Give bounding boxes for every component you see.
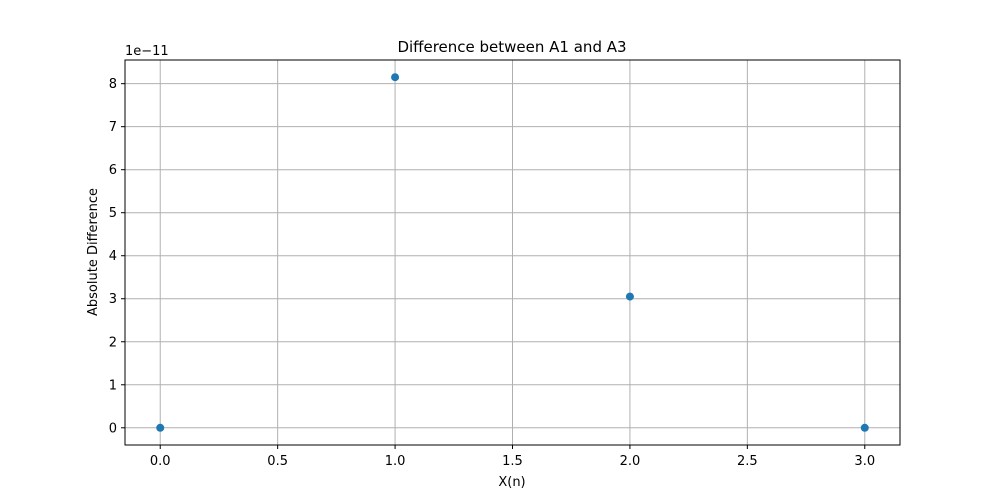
- data-point: [156, 423, 165, 432]
- data-points: [156, 73, 869, 432]
- y-axis-ticks: 0 1 2 3 4 5 6 7 8: [109, 77, 125, 436]
- x-axis-label: X(n): [498, 475, 525, 490]
- y-tick-label: 8: [109, 77, 117, 92]
- y-tick-label: 2: [109, 335, 117, 350]
- x-axis-ticks: 0.0 0.5 1.0 1.5 2.0 2.5 3.0: [150, 445, 875, 469]
- x-tick-label: 1.0: [385, 454, 406, 469]
- x-tick-label: 1.5: [502, 454, 523, 469]
- data-point: [860, 423, 869, 432]
- x-tick-label: 2.5: [737, 454, 758, 469]
- grid: [125, 60, 900, 445]
- x-tick-label: 0.0: [150, 454, 171, 469]
- y-axis-label: Absolute Difference: [86, 188, 101, 316]
- y-tick-label: 3: [109, 292, 117, 307]
- x-tick-label: 3.0: [854, 454, 875, 469]
- y-tick-label: 4: [109, 249, 117, 264]
- y-tick-label: 5: [109, 206, 117, 221]
- y-tick-label: 7: [109, 120, 117, 135]
- data-point: [625, 292, 634, 301]
- x-tick-label: 2.0: [620, 454, 641, 469]
- y-tick-label: 1: [109, 378, 117, 393]
- chart-title: Difference between A1 and A3: [397, 38, 626, 56]
- y-tick-label: 0: [109, 421, 117, 436]
- data-point: [391, 73, 400, 82]
- y-scale-offset-label: 1e−11: [125, 44, 169, 59]
- x-tick-label: 0.5: [267, 454, 288, 469]
- y-tick-label: 6: [109, 163, 117, 178]
